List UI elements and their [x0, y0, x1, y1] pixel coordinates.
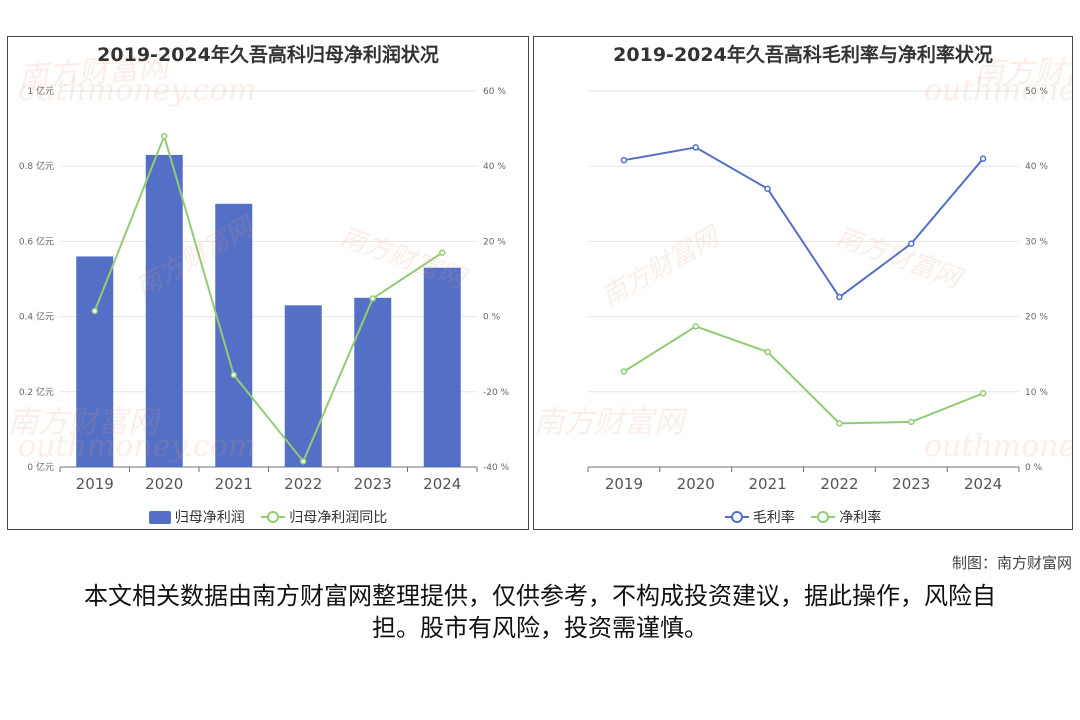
y2-tick-label: 20 %: [483, 237, 506, 247]
legend-swatch: [148, 511, 171, 524]
legend-swatch: [724, 511, 749, 523]
legend-item-net-profit[interactable]: 归母净利润: [148, 507, 245, 527]
line-point: [161, 132, 168, 140]
line-point: [692, 144, 699, 151]
line-point: [439, 249, 446, 256]
line-point: [764, 348, 771, 356]
y-tick-label: 0.2 亿元: [19, 386, 54, 398]
line-point: [620, 156, 628, 164]
bar: [423, 267, 461, 467]
legend-label: 毛利率: [752, 510, 795, 526]
x-tick-label: 2020: [145, 475, 183, 493]
x-tick-label: 2019: [76, 475, 114, 493]
legend: 毛利率 净利率: [534, 507, 1072, 527]
y-tick-label: 30 %: [1025, 237, 1048, 247]
y-tick-label: 0 %: [1025, 463, 1043, 473]
chart-credit: 制图：南方财富网: [951, 554, 1072, 572]
chart-panel-net-profit: 2019-2024年久吾高科归母净利润状况 0 亿元 -40 % 0.2 亿元 -20…: [7, 36, 529, 530]
chart-panel-margins: 2019-2024年久吾高科毛利率与净利率状况 0 % 10 % 20 % 30 % 4…: [533, 36, 1073, 530]
y2-tick-label: 60 %: [483, 87, 506, 97]
legend-label: 归母净利润: [174, 510, 245, 526]
bar: [354, 297, 392, 467]
x-tick-label: 2021: [748, 475, 786, 493]
y2-tick-label: 40 %: [483, 162, 506, 172]
legend-swatch: [811, 511, 836, 523]
x-tick-label: 2019: [605, 475, 643, 493]
y-tick-label: 10 %: [1025, 388, 1048, 398]
legend-item-net-profit-yoy[interactable]: 归母净利润同比: [261, 507, 387, 527]
y2-tick-label: -40 %: [483, 463, 510, 473]
line-point: [369, 295, 376, 302]
x-tick-label: 2024: [964, 475, 1002, 493]
series-line: [623, 325, 984, 425]
x-tick-label: 2022: [284, 475, 322, 493]
line-point: [764, 185, 771, 193]
y-tick-label: 0 亿元: [27, 461, 54, 473]
y2-tick-label: 0 %: [483, 313, 501, 323]
y-tick-label: 1 亿元: [27, 85, 54, 97]
line-point: [979, 155, 987, 162]
bar: [215, 203, 253, 468]
x-tick-label: 2022: [820, 475, 858, 493]
x-tick-label: 2021: [215, 475, 253, 493]
line-point: [620, 368, 628, 375]
line-point: [692, 323, 699, 330]
line-point: [300, 458, 307, 465]
chart-title: 2019-2024年久吾高科毛利率与净利率状况: [613, 44, 993, 66]
line-point: [908, 418, 915, 426]
legend-label: 归母净利润同比: [289, 510, 388, 526]
legend-item-net-margin[interactable]: 净利率: [811, 507, 881, 527]
net-profit-chart: 0 亿元 -40 % 0.2 亿元 -20 % 0.4 亿元 0 % 0.6 亿元 20 % 0…: [19, 85, 510, 493]
x-tick-label: 2023: [892, 475, 930, 493]
y-tick-label: 20 %: [1025, 313, 1048, 323]
chart-title: 2019-2024年久吾高科归母净利润状况: [97, 44, 439, 66]
y2-tick-label: -20 %: [483, 388, 510, 398]
line-point: [979, 390, 987, 397]
y-tick-label: 0.8 亿元: [19, 160, 54, 172]
line-point: [836, 293, 843, 301]
y-tick-label: 0.6 亿元: [19, 235, 54, 247]
legend-item-gross-margin[interactable]: 毛利率: [724, 507, 795, 527]
y-tick-label: 50 %: [1025, 87, 1048, 97]
line-point: [908, 240, 915, 247]
legend-swatch: [261, 511, 286, 523]
line-point: [836, 420, 843, 427]
y-tick-label: 40 %: [1025, 162, 1048, 172]
series-line: [623, 146, 984, 299]
legend: 归母净利润 归母净利润同比: [8, 507, 528, 527]
x-tick-label: 2024: [423, 475, 461, 493]
margin-chart: 0 % 10 % 20 % 30 % 40 % 50 % 2019 2020 2021 2022 2…: [587, 87, 1048, 493]
bar: [145, 154, 183, 468]
bar: [284, 305, 322, 467]
x-tick-label: 2023: [354, 475, 392, 493]
series-line: [93, 133, 443, 464]
line-point: [230, 371, 237, 379]
line-point: [91, 307, 98, 315]
x-tick-label: 2020: [677, 475, 715, 493]
disclaimer-text: 本文相关数据由南方财富网整理提供，仅供参考，不构成投资建议，据此操作，风险自担。…: [84, 582, 996, 642]
y-tick-label: 0.4 亿元: [19, 311, 54, 323]
legend-label: 净利率: [839, 510, 882, 526]
bar: [76, 256, 114, 467]
